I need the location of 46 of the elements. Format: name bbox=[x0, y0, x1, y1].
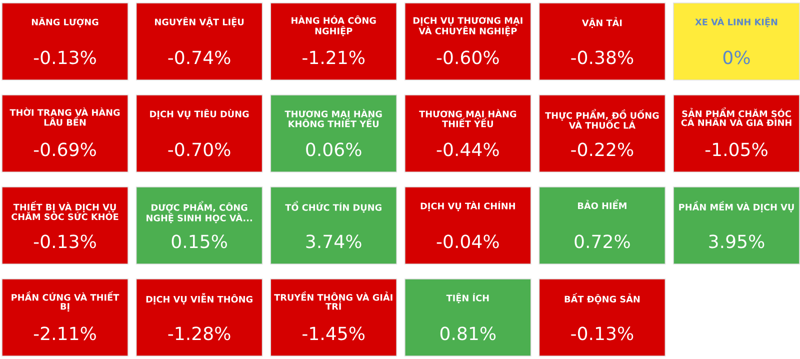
data-label: -0.13% bbox=[34, 50, 96, 64]
category-label: DỊCH VỤ TÀI CHÍNH bbox=[420, 201, 515, 212]
category-label: TIỆN ÍCH bbox=[446, 293, 489, 304]
data-label: -1.05% bbox=[705, 142, 768, 156]
category-label: THỜI TRANG VÀ HÀNG LÂU BỀN bbox=[10, 108, 120, 126]
data-label: -0.22% bbox=[571, 142, 634, 156]
category-label: DƯỢC PHẨM, CÔNG NGHỆ SINH HỌC VÀ... bbox=[146, 201, 252, 224]
category-label: TỔ CHỨC TÍN DỤNG bbox=[285, 201, 382, 213]
category-label: DỊCH VỤ TIÊU DÙNG bbox=[150, 109, 249, 120]
category-label: BẤT ĐỘNG SẢN bbox=[564, 293, 640, 304]
category-label: TRUYỀN THÔNG VÀ GIẢI TRÍ bbox=[274, 291, 392, 310]
category-label: SẢN PHẨM CHĂM SÓC CÁ NHÂN VÀ GIA ĐÌNH bbox=[681, 107, 792, 126]
data-label: 0.81% bbox=[440, 326, 496, 340]
data-label: -0.13% bbox=[34, 234, 96, 248]
data-label: 0.72% bbox=[574, 234, 630, 248]
data-label: 0.06% bbox=[306, 142, 362, 156]
data-label: -0.44% bbox=[436, 142, 499, 156]
data-label: -0.69% bbox=[34, 142, 96, 156]
data-label: -0.60% bbox=[436, 50, 499, 64]
category-label: XE VÀ LINH KIỆN bbox=[695, 17, 778, 28]
data-label: -1.21% bbox=[302, 50, 365, 64]
category-label: THỰC PHẨM, ĐỒ UỐNG VÀ THUỐC LÁ bbox=[545, 109, 659, 129]
data-label: -0.13% bbox=[571, 326, 634, 340]
category-label: NGUYÊN VẬT LIỆU bbox=[155, 17, 244, 28]
data-label: -2.11% bbox=[34, 326, 96, 340]
data-label: -0.04% bbox=[436, 234, 499, 248]
data-label: -0.70% bbox=[168, 142, 230, 156]
data-label: 0.15% bbox=[172, 234, 227, 248]
category-label: NĂNG LƯỢNG bbox=[32, 17, 98, 28]
category-label: PHẦN MỀM VÀ DỊCH VỤ bbox=[679, 201, 794, 212]
data-label: -0.74% bbox=[168, 50, 230, 64]
category-label: THƯƠNG MẠI HÀNG THIẾT YẾU bbox=[419, 109, 516, 128]
category-label: DỊCH VỤ THƯƠNG MẠI VÀ CHUYÊN NGHIỆP bbox=[413, 17, 522, 36]
category-label: HÀNG HÓA CÔNG NGHIỆP bbox=[292, 16, 376, 36]
data-label: 3.74% bbox=[306, 234, 362, 248]
category-label: DỊCH VỤ VIỄN THÔNG bbox=[146, 293, 252, 304]
category-label: VẬN TẢI bbox=[582, 17, 622, 28]
data-label: -1.28% bbox=[168, 326, 230, 340]
category-label: THIẾT BỊ VÀ DỊCH VỤ CHĂM SÓC SỨC KHỎE bbox=[12, 201, 118, 220]
category-label: BẢO HIỂM bbox=[578, 199, 626, 210]
data-label: 3.95% bbox=[709, 234, 764, 248]
data-label: 0% bbox=[723, 50, 750, 64]
category-label: THƯƠNG MẠI HÀNG KHÔNG THIẾT YẾU bbox=[284, 109, 382, 128]
data-label: -1.45% bbox=[302, 326, 365, 340]
data-label: -0.38% bbox=[571, 50, 634, 64]
category-label: PHẦN CỨNG VÀ THIẾT BỊ bbox=[12, 291, 120, 312]
